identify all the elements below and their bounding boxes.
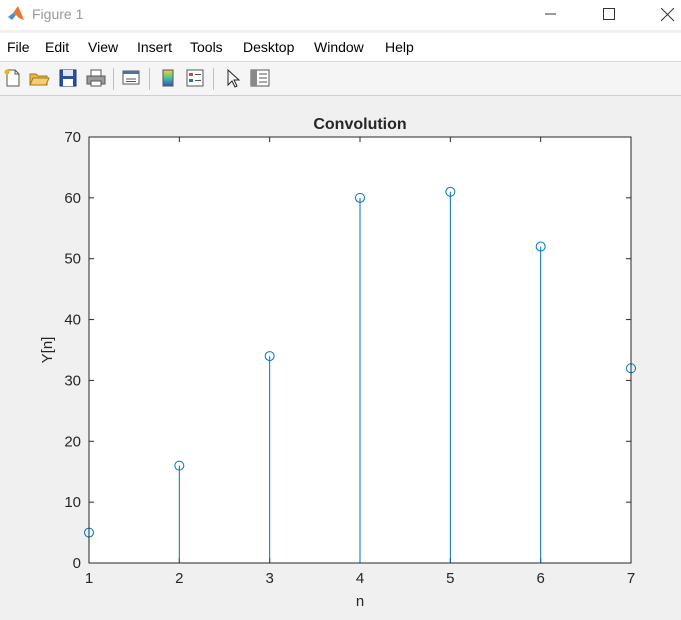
x-tick-label: 6: [536, 570, 544, 587]
open-file-icon[interactable]: [28, 67, 50, 89]
menu-tools[interactable]: Tools: [190, 39, 223, 55]
stem-marker: [355, 192, 365, 203]
stem-marker: [445, 186, 456, 197]
maximize-button[interactable]: [586, 0, 632, 30]
stem-marker: [535, 241, 546, 252]
stem-marker: [264, 351, 275, 362]
x-tick-label: 2: [175, 570, 183, 587]
x-tick-label: 3: [265, 570, 273, 587]
toolbar-separator: [113, 68, 114, 90]
y-tick-label: 20: [64, 433, 81, 450]
menu-desktop[interactable]: Desktop: [243, 39, 295, 55]
stem-marker: [174, 460, 185, 471]
figure-canvas: 1 2 3 4 5 6 7 0 10 20 30 40 50 60 70 Convolution n Y[n…: [0, 96, 681, 620]
menu-edit[interactable]: Edit: [45, 39, 70, 55]
legend-icon[interactable]: [184, 67, 206, 89]
x-tick-label: 1: [85, 570, 93, 587]
chart-title: Convolution: [313, 116, 406, 133]
minimize-icon: [545, 13, 556, 15]
x-tick-label: 5: [446, 570, 454, 587]
close-button[interactable]: [644, 0, 681, 30]
x-tick-label: 4: [356, 570, 364, 587]
link-plot-icon[interactable]: [120, 67, 142, 89]
toolbar-separator: [213, 68, 214, 90]
y-tick-label: 70: [64, 129, 81, 146]
edit-plot-icon[interactable]: [222, 67, 244, 89]
x-axis-label: n: [356, 593, 364, 610]
y-tick-label: 40: [64, 312, 81, 329]
menu-file[interactable]: File: [7, 39, 30, 55]
x-tick-label: 7: [627, 570, 635, 587]
maximize-icon: [603, 8, 615, 20]
save-icon[interactable]: [57, 67, 79, 89]
colorbar-icon[interactable]: [157, 67, 179, 89]
y-tick-label: 30: [64, 372, 81, 389]
y-tick-label: 60: [64, 190, 81, 207]
y-tick-label: 50: [64, 251, 81, 268]
y-tick-label: 10: [64, 494, 81, 511]
y-tick-label: 0: [73, 555, 81, 572]
y-axis-label: Y[n]: [39, 337, 56, 364]
menu-bar: File Edit View Insert Tools Desktop Wind…: [0, 33, 681, 62]
print-icon[interactable]: [85, 67, 107, 89]
minimize-button[interactable]: [528, 0, 574, 30]
toolbar: [0, 62, 681, 96]
close-icon: [661, 8, 675, 22]
menu-help[interactable]: Help: [385, 39, 414, 55]
matlab-logo-icon: [8, 6, 24, 20]
new-figure-icon[interactable]: [2, 67, 24, 89]
menu-view[interactable]: View: [88, 39, 119, 55]
property-inspector-icon[interactable]: [249, 67, 271, 89]
axes-frame: [88, 136, 632, 564]
window-title: Figure 1: [32, 6, 84, 22]
menu-window[interactable]: Window: [314, 39, 364, 55]
toolbar-separator: [149, 68, 150, 90]
window-titlebar: Figure 1: [0, 0, 681, 30]
menu-insert[interactable]: Insert: [137, 39, 173, 55]
